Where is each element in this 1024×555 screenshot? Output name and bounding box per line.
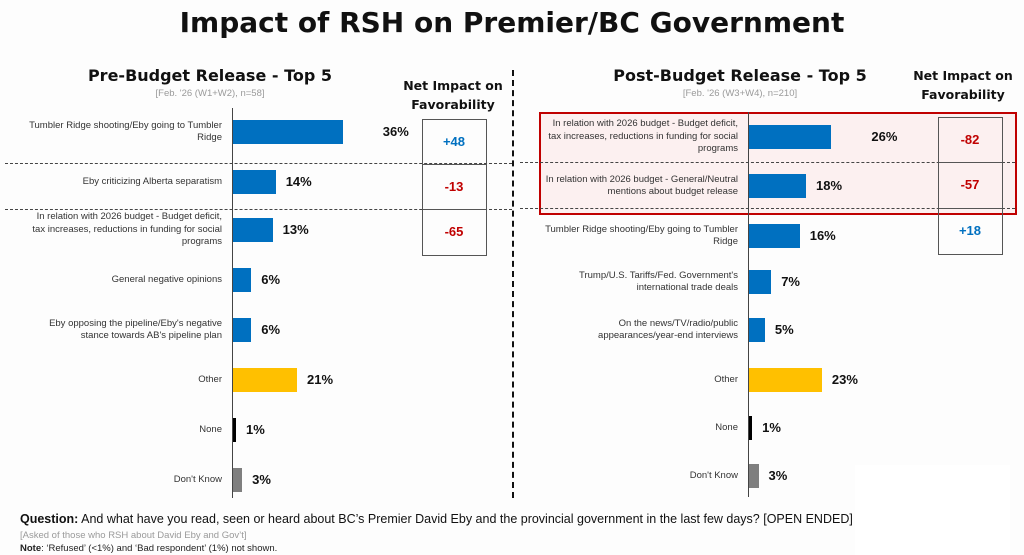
net-impact-value: -65 <box>444 223 464 239</box>
value-label: 21% <box>307 372 334 387</box>
question-body: And what have you read, seen or heard ab… <box>78 512 853 526</box>
value-label: 6% <box>261 322 281 337</box>
net-impact-value: -82 <box>960 131 980 147</box>
net-impact-value: +18 <box>958 222 982 238</box>
category-label: None <box>715 421 738 433</box>
row-separator <box>520 208 1015 209</box>
category-label: Eby criticizing Alberta separatism <box>82 175 222 187</box>
net-impact-divider <box>422 164 487 165</box>
category-label: Don't Know <box>689 469 738 481</box>
row-separator <box>5 209 512 210</box>
panel-divider <box>512 70 514 498</box>
net-impact-divider <box>938 208 1003 209</box>
row-separator <box>5 163 512 164</box>
category-label: Tumbler Ridge shooting/Eby going to Tumb… <box>545 223 738 248</box>
net-impact-divider <box>938 162 1003 163</box>
bar-gray <box>233 468 243 492</box>
category-axis <box>232 108 233 498</box>
net-impact-value: -13 <box>444 178 464 194</box>
category-label: Other <box>714 373 738 385</box>
category-label: Don't Know <box>173 473 222 485</box>
bar-blue <box>233 318 252 342</box>
bar-blue <box>233 218 273 242</box>
category-label: In relation with 2026 budget - General/N… <box>545 173 738 198</box>
pre-budget-title: Pre-Budget Release - Top 5 <box>87 66 333 85</box>
value-label: 13% <box>282 222 309 237</box>
value-label: 14% <box>285 174 312 189</box>
value-label: 5% <box>774 322 794 337</box>
note-label: Note <box>20 543 42 554</box>
category-label: In relation with 2026 budget - Budget de… <box>548 118 738 155</box>
bar-blue <box>233 268 252 292</box>
value-label: 26% <box>871 129 898 144</box>
net-impact-divider <box>422 209 487 210</box>
value-label: 6% <box>261 272 281 287</box>
bar-blue <box>749 318 765 342</box>
bar-black <box>233 418 237 442</box>
bar-black <box>749 416 753 440</box>
value-label: 18% <box>816 178 843 193</box>
bar-blue <box>233 170 276 194</box>
row-separator <box>520 162 1015 163</box>
bar-gold <box>749 368 822 392</box>
question-text: Question: And what have you read, seen o… <box>20 512 853 526</box>
post-budget-title: Post-Budget Release - Top 5 <box>613 66 867 85</box>
note-body: : ‘Refused’ (<1%) and ‘Bad respondent’ (… <box>41 543 278 554</box>
post-net-impact-header: Net Impact on Favorability <box>913 68 1013 102</box>
bar-blue <box>749 224 800 248</box>
category-label: Trump/U.S. Tariffs/Fed. Government's int… <box>579 269 738 294</box>
net-impact-value: -57 <box>960 177 980 192</box>
category-label: Tumbler Ridge shooting/Eby going to Tumb… <box>29 119 222 144</box>
category-label: General negative opinions <box>111 273 222 285</box>
value-label: 16% <box>809 228 836 243</box>
category-label: Other <box>198 373 222 385</box>
value-label: 3% <box>768 468 788 483</box>
value-label: 1% <box>762 420 781 435</box>
net-impact-box <box>938 117 1003 255</box>
category-label: Eby opposing the pipeline/Eby's negative… <box>49 317 222 342</box>
value-label: 7% <box>781 274 800 289</box>
category-axis <box>748 112 749 497</box>
bar-blue <box>749 125 832 149</box>
category-label: On the news/TV/radio/public appearances/… <box>598 317 738 342</box>
asked-of-note: [Asked of those who RSH about David Eby … <box>20 530 247 541</box>
bar-blue <box>233 120 343 144</box>
value-label: 1% <box>246 422 265 437</box>
net-impact-box <box>422 119 487 256</box>
bar-blue <box>749 174 807 198</box>
value-label: 36% <box>382 124 409 139</box>
category-label: None <box>199 423 222 435</box>
question-label: Question: <box>20 512 79 526</box>
value-label: 3% <box>252 472 271 487</box>
pre-budget-subtitle: [Feb. '26 (W1+W2), n=58] <box>155 88 265 99</box>
bar-blue <box>749 270 772 294</box>
blank-area <box>855 465 1010 555</box>
post-budget-subtitle: [Feb. '26 (W3+W4), n=210] <box>682 88 798 99</box>
note-text: Note: ‘Refused’ (<1%) and ‘Bad responden… <box>20 543 277 554</box>
value-label: 23% <box>831 372 858 387</box>
bar-gray <box>749 464 759 488</box>
page-title: Impact of RSH on Premier/BC Government <box>179 6 845 39</box>
net-impact-value: +48 <box>442 133 466 149</box>
bar-gold <box>233 368 298 392</box>
pre-net-impact-header: Net Impact on Favorability <box>403 78 503 112</box>
category-label: In relation with 2026 budget - Budget de… <box>32 211 222 248</box>
